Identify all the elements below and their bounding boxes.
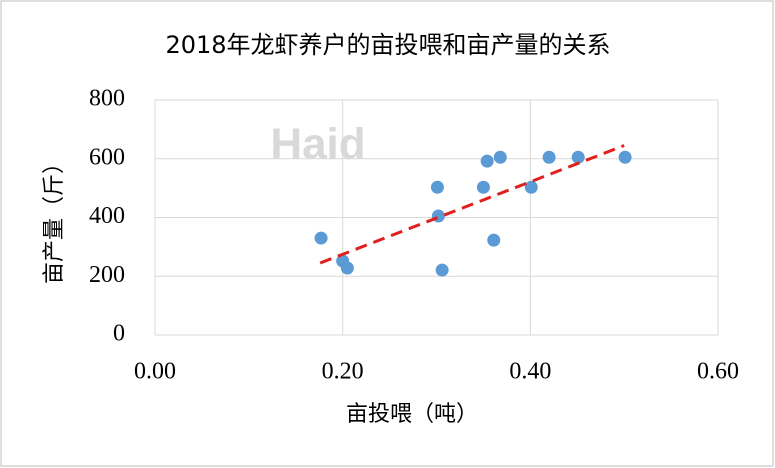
y-tick-label: 0 [113, 321, 125, 347]
x-axis-label: 亩投喂（吨） [346, 402, 478, 427]
x-tick-label: 0.60 [697, 359, 739, 385]
scatter-point [618, 150, 632, 164]
x-tick-label: 0.20 [322, 359, 364, 385]
watermark: Haid [270, 120, 365, 169]
y-axis-label: 亩产量（斤） [42, 152, 67, 284]
chart-title: 2018年龙虾养户的亩投喂和亩产量的关系 [165, 31, 610, 59]
y-tick-label: 600 [89, 144, 125, 170]
x-tick-label: 0.00 [134, 359, 176, 385]
scatter-point [435, 263, 449, 277]
y-tick-label: 400 [89, 203, 125, 229]
scatter-point [493, 150, 507, 164]
scatter-point [314, 231, 328, 245]
scatter-point [340, 261, 354, 275]
y-tick-label: 800 [89, 86, 125, 112]
trendline [319, 144, 625, 265]
y-tick-label: 200 [89, 262, 125, 288]
scatter-point [430, 180, 444, 194]
scatter-point [542, 150, 556, 164]
scatter-point [480, 154, 494, 168]
scatter-point [487, 233, 501, 247]
scatter-point [476, 180, 490, 194]
scatter-point [524, 180, 538, 194]
scatter-point [571, 150, 585, 164]
x-tick-label: 0.40 [509, 359, 551, 385]
